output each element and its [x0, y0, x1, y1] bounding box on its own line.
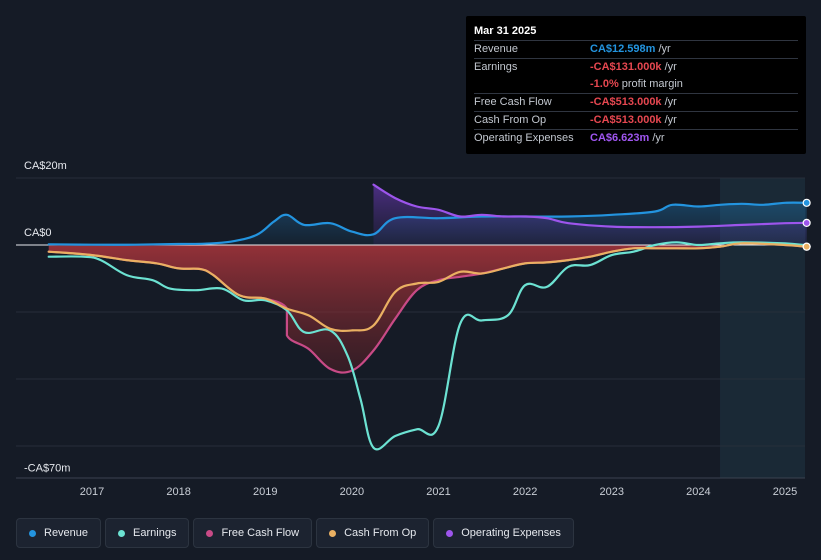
tooltip-value: -1.0%: [590, 78, 619, 90]
y-axis-labels: CA$20m CA$0 -CA$70m: [24, 160, 70, 475]
tooltip-suffix: profit margin: [621, 78, 683, 90]
series-line-earnings: [47, 241, 808, 451]
tooltip-suffix: /yr: [664, 114, 677, 126]
tooltip-value: CA$6.623m: [590, 132, 650, 144]
series-lines: [47, 183, 808, 451]
y-axis-label: CA$0: [24, 227, 52, 239]
tooltip-row-cash-from-op: Cash From Op -CA$513.000k /yr: [474, 111, 798, 129]
tooltip-label: Operating Expenses: [474, 132, 574, 144]
tooltip-label: Earnings: [474, 61, 518, 73]
legend-dot-icon: [329, 529, 337, 537]
series-line-cash-from-op: [47, 242, 808, 332]
tooltip-label: [474, 76, 590, 93]
x-tick-label: 2017: [80, 486, 104, 498]
x-tick-label: 2024: [686, 486, 710, 498]
tooltip-row-operating-expenses: Operating Expenses CA$6.623m /yr: [474, 129, 798, 147]
legend-item-cash-from-op[interactable]: Cash From Op: [316, 518, 430, 548]
y-axis-label: CA$20m: [24, 160, 67, 172]
legend-item-earnings[interactable]: Earnings: [105, 518, 190, 548]
tooltip-suffix: /yr: [652, 132, 665, 144]
series-line-revenue: [47, 201, 808, 246]
tooltip-value: -CA$131.000k: [590, 61, 662, 73]
tooltip-suffix: /yr: [664, 96, 677, 108]
area-free-cash-flow: [48, 243, 807, 373]
area-fills: [48, 184, 807, 373]
gridlines: [16, 177, 805, 447]
tooltip-panel: Mar 31 2025 Revenue CA$12.598m /yr Earni…: [466, 16, 806, 154]
tooltip-label: Cash From Op: [474, 114, 547, 126]
tooltip-value: -CA$513.000k: [590, 96, 662, 108]
x-tick-label: 2020: [340, 486, 364, 498]
end-marker-revenue: [802, 198, 811, 207]
legend-dot-icon: [29, 529, 36, 537]
x-tick-label: 2025: [773, 486, 797, 498]
x-tick-label: 2022: [513, 486, 537, 498]
x-axis-ticks: 2017 2018 2019 2020 2021 2022 2023 2024 2025: [80, 486, 797, 498]
area-operating-expenses: [373, 184, 807, 245]
x-tick-label: 2023: [600, 486, 624, 498]
y-axis-label: -CA$70m: [24, 463, 70, 475]
legend-label: Free Cash Flow: [221, 527, 300, 539]
legend-dot-icon: [206, 529, 214, 537]
end-marker-operating-expenses: [802, 218, 811, 227]
tooltip-row-revenue: Revenue CA$12.598m /yr: [474, 40, 798, 58]
legend-label: Earnings: [133, 527, 177, 539]
legend-item-revenue[interactable]: Revenue: [16, 518, 102, 548]
legend-label: Revenue: [44, 527, 89, 539]
tooltip-value: CA$12.598m: [590, 43, 656, 55]
series-line-operating-expenses: [372, 183, 808, 229]
legend: Revenue Earnings Free Cash Flow Cash Fro…: [16, 518, 574, 548]
x-tick-label: 2021: [426, 486, 450, 498]
tooltip-row-free-cash-flow: Free Cash Flow -CA$513.000k /yr: [474, 93, 798, 111]
end-marker-cash-from-op: [802, 242, 811, 251]
legend-dot-icon: [118, 529, 126, 537]
end-markers: [802, 198, 811, 251]
tooltip-row-earnings: Earnings -CA$131.000k /yr: [474, 58, 798, 76]
tooltip-row-profit-margin: -1.0% profit margin: [474, 76, 798, 93]
tooltip-label: Revenue: [474, 43, 519, 55]
tooltip-suffix: /yr: [658, 43, 671, 55]
tooltip-label: Free Cash Flow: [474, 96, 552, 108]
legend-label: Operating Expenses: [461, 527, 561, 539]
x-tick-label: 2019: [253, 486, 277, 498]
x-tick-label: 2018: [166, 486, 190, 498]
legend-dot-icon: [446, 529, 454, 537]
tooltip-suffix: /yr: [664, 61, 677, 73]
legend-label: Cash From Op: [344, 527, 417, 539]
legend-item-free-cash-flow[interactable]: Free Cash Flow: [193, 518, 313, 548]
tooltip-value: -CA$513.000k: [590, 114, 662, 126]
tooltip-date: Mar 31 2025: [474, 25, 537, 37]
legend-item-operating-expenses[interactable]: Operating Expenses: [433, 518, 574, 548]
